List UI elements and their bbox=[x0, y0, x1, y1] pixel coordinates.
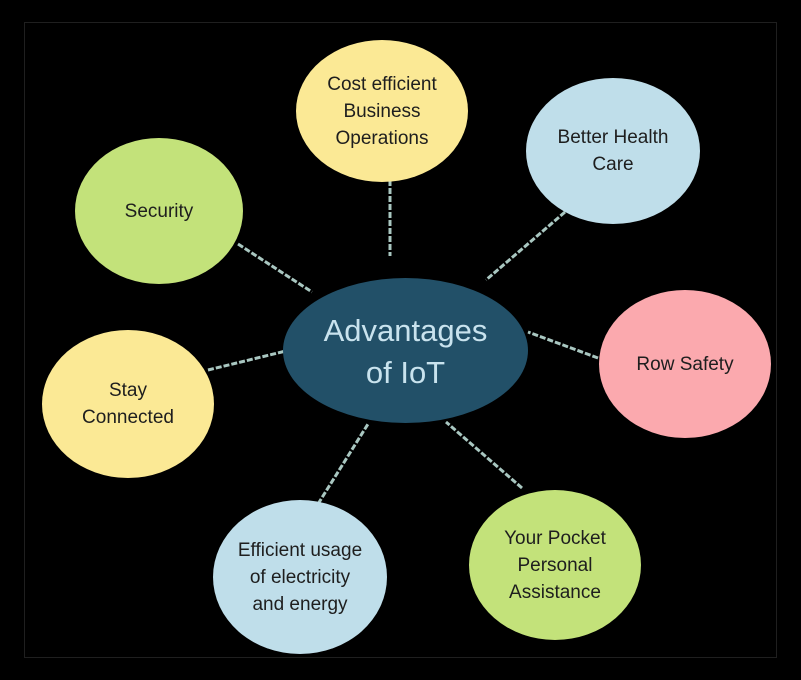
node-security: Security bbox=[75, 138, 243, 284]
node-your-pocket-personal-assistance: Your Pocket Personal Assistance bbox=[469, 490, 641, 640]
diagram-frame bbox=[24, 22, 777, 658]
node-better-health-care: Better Health Care bbox=[526, 78, 700, 224]
connector-line bbox=[485, 210, 566, 282]
connector-line bbox=[445, 420, 523, 490]
center-node-advantages-of-iot: Advantages of IoT bbox=[283, 278, 528, 423]
connector-line bbox=[527, 330, 599, 360]
node-cost-efficient-business-operations: Cost efficient Business Operations bbox=[296, 40, 468, 182]
node-efficient-usage-of-electricity-and-energy: Efficient usage of electricity and energ… bbox=[213, 500, 387, 654]
connector-line bbox=[237, 242, 313, 294]
connector-line bbox=[316, 423, 370, 505]
node-stay-connected: Stay Connected bbox=[42, 330, 214, 478]
node-row-safety: Row Safety bbox=[599, 290, 771, 438]
connector-line bbox=[207, 348, 291, 372]
